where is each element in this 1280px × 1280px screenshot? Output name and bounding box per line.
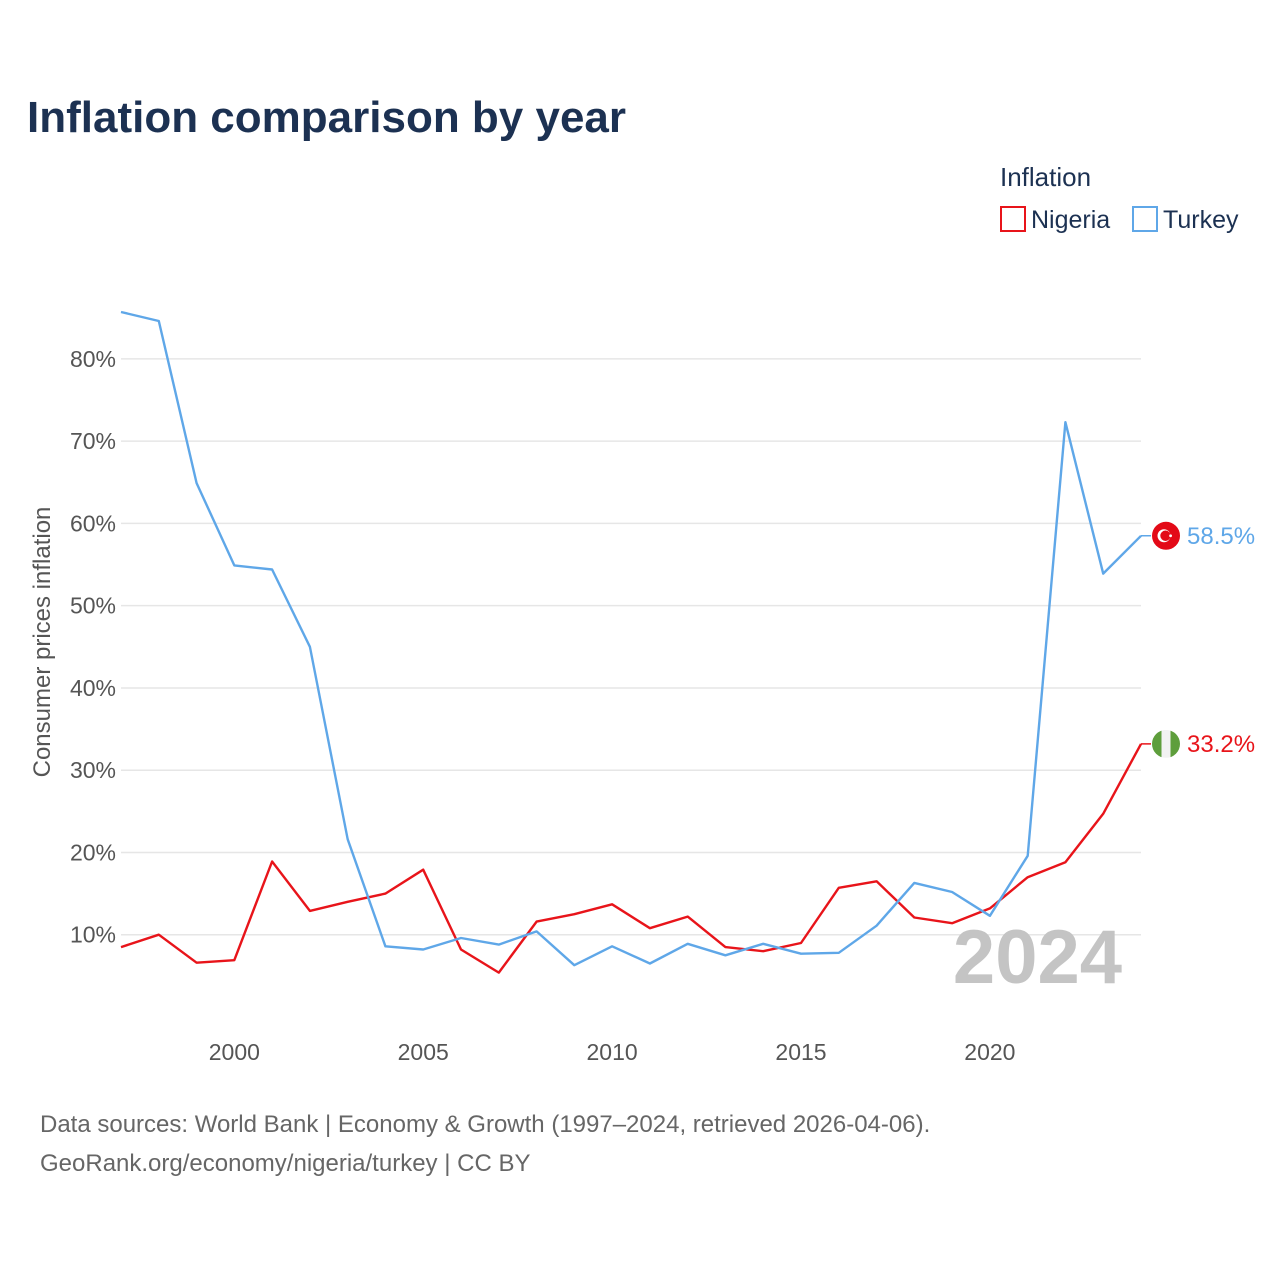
x-tick-label: 2010 — [587, 1039, 638, 1065]
y-tick-label: 70% — [70, 428, 116, 454]
nigeria-flag-icon — [1152, 729, 1180, 758]
year-watermark: 2024 — [953, 915, 1122, 1000]
source-line-2: GeoRank.org/economy/nigeria/turkey | CC … — [40, 1150, 530, 1177]
x-tick-label: 2000 — [209, 1039, 260, 1065]
y-tick-label: 50% — [70, 593, 116, 619]
legend-label-nigeria: Nigeria — [1031, 206, 1110, 234]
legend-swatch-nigeria — [1000, 206, 1026, 232]
y-axis-title: Consumer prices inflation — [29, 507, 56, 778]
y-tick-label: 10% — [70, 922, 116, 948]
legend-title: Inflation — [1000, 162, 1091, 192]
chart-title: Inflation comparison by year — [27, 93, 626, 142]
x-axis-ticks: 2000 2005 2010 2015 2020 — [209, 1039, 1016, 1065]
turkey-flag-icon — [1152, 521, 1180, 550]
series-line-nigeria — [120, 743, 1143, 974]
y-axis-ticks: 10% 20% 30% 40% 50% 60% 70% 80% — [70, 346, 116, 948]
series-line-turkey — [120, 310, 1142, 967]
legend: Nigeria Turkey — [1000, 206, 1239, 234]
nigeria-end-value: 33.2% — [1187, 731, 1255, 758]
turkey-end-value: 58.5% — [1187, 523, 1255, 550]
y-tick-label: 80% — [70, 346, 116, 372]
series-lines — [120, 310, 1151, 974]
x-tick-label: 2020 — [964, 1039, 1015, 1065]
y-tick-label: 60% — [70, 510, 116, 536]
legend-swatch-turkey — [1132, 206, 1158, 232]
y-tick-label: 20% — [70, 839, 116, 865]
gridlines — [121, 358, 1141, 936]
legend-label-turkey: Turkey — [1163, 206, 1239, 234]
source-line-1: Data sources: World Bank | Economy & Gro… — [40, 1111, 930, 1138]
y-tick-label: 30% — [70, 757, 116, 783]
x-tick-label: 2015 — [775, 1039, 826, 1065]
x-tick-label: 2005 — [398, 1039, 449, 1065]
y-tick-label: 40% — [70, 675, 116, 701]
